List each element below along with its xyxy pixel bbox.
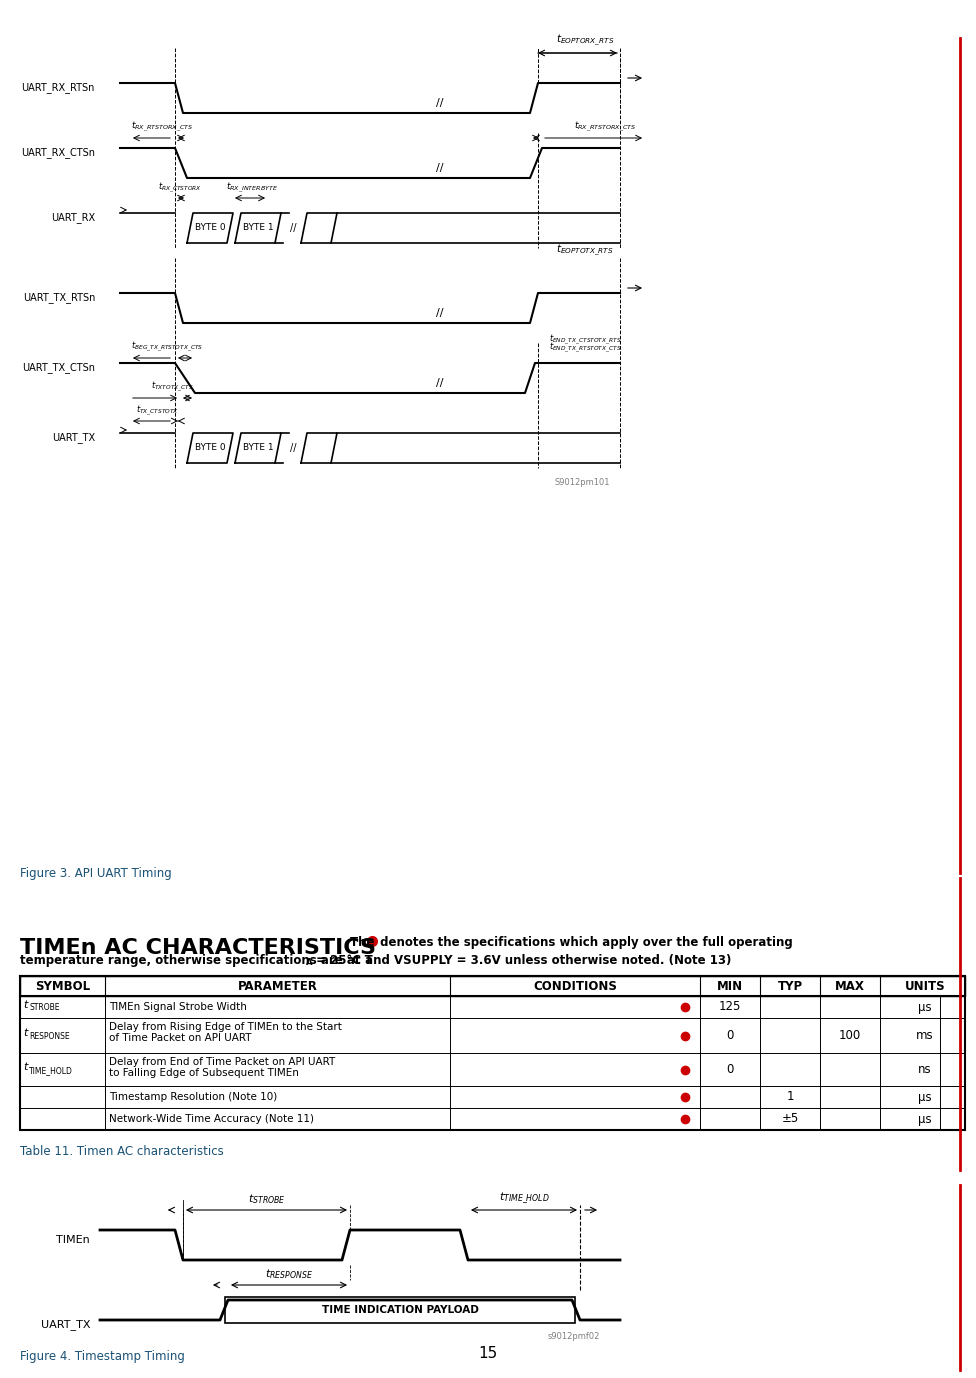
- Text: Figure 3. API UART Timing: Figure 3. API UART Timing: [20, 867, 172, 881]
- Text: $t_{EOP TO TX\_RTS}$: $t_{EOP TO TX\_RTS}$: [556, 243, 614, 258]
- Text: Figure 4. Timestamp Timing: Figure 4. Timestamp Timing: [20, 1350, 184, 1363]
- Text: Timestamp Resolution (Note 10): Timestamp Resolution (Note 10): [109, 1091, 277, 1102]
- Text: S9012pm101: S9012pm101: [554, 478, 610, 486]
- Text: BYTE 1: BYTE 1: [243, 223, 273, 233]
- Text: //: //: [436, 98, 444, 107]
- Text: $t_{BEG\_TX\_RTS TO TX\_CTS}$: $t_{BEG\_TX\_RTS TO TX\_CTS}$: [132, 339, 204, 354]
- Text: $t_{END\_TX\_CTS TO TX\_RTS}$: $t_{END\_TX\_CTS TO TX\_RTS}$: [549, 332, 622, 347]
- Text: TIME_HOLD: TIME_HOLD: [29, 1067, 73, 1075]
- Text: $t_{STROBE}$: $t_{STROBE}$: [248, 1192, 285, 1206]
- Text: MIN: MIN: [717, 980, 743, 992]
- Bar: [20, 976, 965, 996]
- Text: µs: µs: [918, 1112, 932, 1126]
- Text: Delay from Rising Edge of TIMEn to the Start: Delay from Rising Edge of TIMEn to the S…: [109, 1022, 342, 1032]
- Text: $t_{RX\_RTS TO RX\_CTS}$: $t_{RX\_RTS TO RX\_CTS}$: [132, 120, 193, 134]
- Text: //: //: [290, 442, 297, 453]
- Text: $t_{TX\_CTS TO TX}$: $t_{TX\_CTS TO TX}$: [136, 404, 179, 418]
- Text: TIMEn Signal Strobe Width: TIMEn Signal Strobe Width: [109, 1002, 247, 1011]
- Text: $t_{RX\_RTS TO RX\_CTS}$: $t_{RX\_RTS TO RX\_CTS}$: [574, 120, 636, 134]
- Text: //: //: [436, 309, 444, 318]
- Text: ns: ns: [918, 1062, 932, 1076]
- Text: µs: µs: [918, 1090, 932, 1104]
- Text: 1: 1: [787, 1090, 793, 1104]
- Text: 100: 100: [839, 1029, 861, 1042]
- Text: 0: 0: [726, 1029, 734, 1042]
- Text: UART_TX_RTSn: UART_TX_RTSn: [22, 292, 95, 303]
- Text: The: The: [350, 936, 379, 949]
- Text: $t_{RX\_CTS TO RX}$: $t_{RX\_CTS TO RX}$: [158, 181, 202, 196]
- Text: SYMBOL: SYMBOL: [35, 980, 90, 992]
- Text: TYP: TYP: [778, 980, 802, 992]
- Text: ±5: ±5: [782, 1112, 798, 1126]
- Text: temperature range, otherwise specifications are at T: temperature range, otherwise specificati…: [20, 954, 373, 967]
- Polygon shape: [235, 433, 281, 463]
- Text: //: //: [290, 223, 297, 233]
- Text: //: //: [436, 378, 444, 389]
- Text: UART_RX: UART_RX: [51, 212, 95, 223]
- Text: $t_{TIME\_HOLD}$: $t_{TIME\_HOLD}$: [499, 1191, 549, 1206]
- Text: t: t: [23, 1028, 27, 1039]
- Text: UART_TX_CTSn: UART_TX_CTSn: [22, 362, 95, 373]
- Text: 0: 0: [726, 1062, 734, 1076]
- Text: $t_{RX\_INTERBYTE}$: $t_{RX\_INTERBYTE}$: [226, 181, 278, 196]
- Text: UNITS: UNITS: [905, 980, 946, 992]
- Text: $t_{END\_TX\_RTS TO TX\_CTS}$: $t_{END\_TX\_RTS TO TX\_CTS}$: [549, 340, 622, 356]
- Polygon shape: [301, 433, 337, 463]
- Text: of Time Packet on API UART: of Time Packet on API UART: [109, 1034, 252, 1043]
- Text: µs: µs: [918, 1000, 932, 1013]
- Text: = 25°C and VSUPPLY = 3.6V unless otherwise noted. (Note 13): = 25°C and VSUPPLY = 3.6V unless otherwi…: [312, 954, 731, 967]
- Text: RESPONSE: RESPONSE: [29, 1032, 69, 1040]
- Polygon shape: [187, 214, 233, 243]
- Bar: [225, 1297, 575, 1323]
- Text: $t_{RESPONSE}$: $t_{RESPONSE}$: [264, 1268, 313, 1282]
- Text: 125: 125: [718, 1000, 741, 1013]
- Text: PARAMETER: PARAMETER: [237, 980, 317, 992]
- Text: Network-Wide Time Accuracy (Note 11): Network-Wide Time Accuracy (Note 11): [109, 1113, 314, 1124]
- Text: UART_TX: UART_TX: [52, 433, 95, 444]
- Text: Delay from End of Time Packet on API UART: Delay from End of Time Packet on API UAR…: [109, 1057, 335, 1067]
- Text: Table 11. Timen AC characteristics: Table 11. Timen AC characteristics: [20, 1145, 224, 1158]
- Polygon shape: [187, 433, 233, 463]
- Text: CONDITIONS: CONDITIONS: [533, 980, 617, 992]
- Text: s9012pmf02: s9012pmf02: [548, 1333, 600, 1341]
- Text: //: //: [436, 163, 444, 174]
- Text: denotes the specifications which apply over the full operating: denotes the specifications which apply o…: [376, 936, 793, 949]
- Text: TIMEn AC CHARACTERISTICS: TIMEn AC CHARACTERISTICS: [20, 938, 376, 958]
- Text: BYTE 0: BYTE 0: [194, 444, 225, 452]
- Text: $t_{EOP TO RX\_RTS}$: $t_{EOP TO RX\_RTS}$: [555, 33, 614, 48]
- Polygon shape: [235, 214, 281, 243]
- Text: BYTE 1: BYTE 1: [243, 444, 273, 452]
- Text: UART_RX_RTSn: UART_RX_RTSn: [21, 83, 95, 94]
- Text: t: t: [23, 1062, 27, 1072]
- Text: TIMEn: TIMEn: [57, 1235, 90, 1244]
- Text: STROBE: STROBE: [29, 1003, 60, 1013]
- Text: to Falling Edge of Subsequent TIMEn: to Falling Edge of Subsequent TIMEn: [109, 1068, 299, 1078]
- Polygon shape: [301, 214, 337, 243]
- Bar: [20, 976, 965, 1130]
- Text: UART_TX: UART_TX: [40, 1320, 90, 1330]
- Text: TIME INDICATION PAYLOAD: TIME INDICATION PAYLOAD: [321, 1305, 478, 1315]
- Text: A: A: [306, 958, 312, 967]
- Text: BYTE 0: BYTE 0: [194, 223, 225, 233]
- Text: UART_RX_CTSn: UART_RX_CTSn: [21, 147, 95, 158]
- Text: 15: 15: [478, 1345, 498, 1360]
- Text: ms: ms: [916, 1029, 934, 1042]
- Text: t: t: [23, 1000, 27, 1010]
- Text: $t_{TX TO TX\_CTS}$: $t_{TX TO TX\_CTS}$: [151, 379, 194, 394]
- Text: MAX: MAX: [835, 980, 865, 992]
